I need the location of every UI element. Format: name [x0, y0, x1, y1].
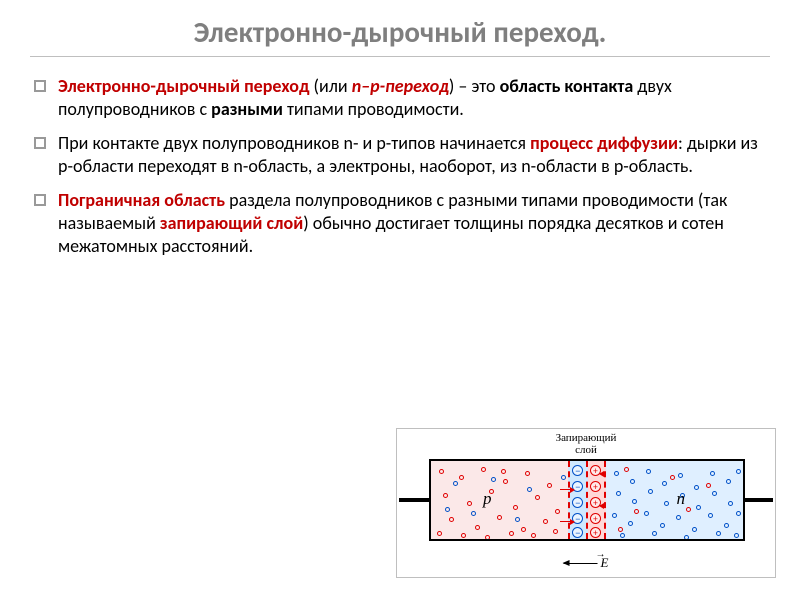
hole-dot [706, 483, 711, 488]
electron-dot [710, 471, 715, 476]
hole-dot [525, 471, 530, 476]
hole-dot [624, 467, 629, 472]
electron-dot [724, 523, 729, 528]
hole-dot [553, 529, 558, 534]
e-arrow-icon [564, 563, 598, 564]
hole-dot [521, 527, 526, 532]
electron-dot [527, 487, 532, 492]
hole-dot [543, 519, 548, 524]
electron-dot [664, 501, 669, 506]
slide-title: Электронно-дырочный переход. [0, 0, 800, 56]
lead-left [399, 498, 431, 502]
hole-dot [497, 515, 502, 520]
hole-dot [503, 479, 508, 484]
electron-dot [712, 491, 717, 496]
electron-dot [620, 533, 625, 538]
bullet-text: Электронно-дырочный переход (или n–p-пер… [58, 75, 766, 122]
hole-dot [555, 509, 560, 514]
electron-dot [491, 477, 496, 482]
hole-dot [459, 475, 464, 480]
hole-dot [670, 475, 675, 480]
depletion-label: Запирающийслой [397, 432, 775, 456]
electron-dot [696, 505, 701, 510]
neg-ion: − [572, 497, 583, 508]
electron-dot [694, 485, 699, 490]
electron-dot [728, 501, 733, 506]
electron-dot [726, 479, 731, 484]
bullet-item: Пограничная область раздела полупроводни… [34, 189, 766, 259]
electron-dot [708, 513, 713, 518]
bullet-text: При контакте двух полупроводников n- и p… [58, 132, 766, 179]
device-body: −−−−− +++++ [429, 459, 745, 541]
electron-dot [662, 481, 667, 486]
e-field-vector: E → [564, 555, 609, 571]
diffusion-arrow-icon [560, 489, 574, 490]
hole-dot [686, 507, 691, 512]
n-region [606, 461, 743, 539]
hole-dot [531, 533, 536, 538]
hole-dot [475, 525, 480, 530]
electron-dot [561, 475, 566, 480]
electron-dot [678, 473, 683, 478]
bullet-marker-icon [34, 194, 46, 206]
electron-dot [628, 521, 633, 526]
electron-dot [652, 531, 657, 536]
electron-dot [736, 469, 741, 474]
electron-dot [734, 533, 739, 538]
hole-dot [618, 527, 623, 532]
pos-ion: + [590, 527, 601, 538]
hole-dot [439, 469, 444, 474]
hole-dot [513, 505, 518, 510]
bullet-text: Пограничная область раздела полупроводни… [58, 189, 766, 259]
hole-dot [461, 533, 466, 538]
electron-dot [736, 511, 741, 516]
electron-dot [453, 481, 458, 486]
bullet-marker-icon [34, 137, 46, 149]
hole-dot [449, 517, 454, 522]
title-rule [30, 56, 770, 57]
n-label: n [677, 489, 686, 509]
neg-ion: − [572, 527, 583, 538]
hole-dot [443, 493, 448, 498]
hole-dot [634, 509, 639, 514]
p-region [431, 461, 568, 539]
electron-dot [616, 491, 621, 496]
electron-dot [515, 517, 520, 522]
junction-neg-col: −−−−− [568, 461, 588, 539]
electron-dot [660, 523, 665, 528]
hole-dot [509, 531, 514, 536]
electron-dot [630, 479, 635, 484]
hole-dot [501, 469, 506, 474]
p-label: p [483, 489, 492, 509]
content-area: Электронно-дырочный переход (или n–p-пер… [0, 75, 800, 259]
bullet-item: При контакте двух полупроводников n- и p… [34, 132, 766, 179]
hole-dot [485, 535, 490, 539]
electron-dot [612, 513, 617, 518]
junction: −−−−− +++++ [568, 461, 605, 539]
neg-ion: − [572, 465, 583, 476]
hole-dot [481, 467, 486, 472]
electron-dot [471, 511, 476, 516]
hole-dot [467, 501, 472, 506]
electron-dot [692, 527, 697, 532]
electron-dot [632, 499, 637, 504]
electron-dot [716, 531, 721, 536]
electron-dot [676, 515, 681, 520]
electron-dot [684, 535, 689, 539]
pos-ion: + [590, 481, 601, 492]
hole-dot [437, 531, 442, 536]
electron-dot [644, 511, 649, 516]
electron-dot [646, 469, 651, 474]
lead-right [741, 498, 773, 502]
electron-dot [614, 471, 619, 476]
bullet-marker-icon [34, 80, 46, 92]
bullet-item: Электронно-дырочный переход (или n–p-пер… [34, 75, 766, 122]
electron-dot [648, 489, 653, 494]
diffusion-arrow-icon [560, 521, 574, 522]
hole-dot [535, 495, 540, 500]
pn-junction-diagram: Запирающийслой −−−−− +++++ p n E → [396, 428, 776, 578]
pos-ion: + [590, 513, 601, 524]
electron-dot [445, 507, 450, 512]
hole-dot [547, 483, 552, 488]
